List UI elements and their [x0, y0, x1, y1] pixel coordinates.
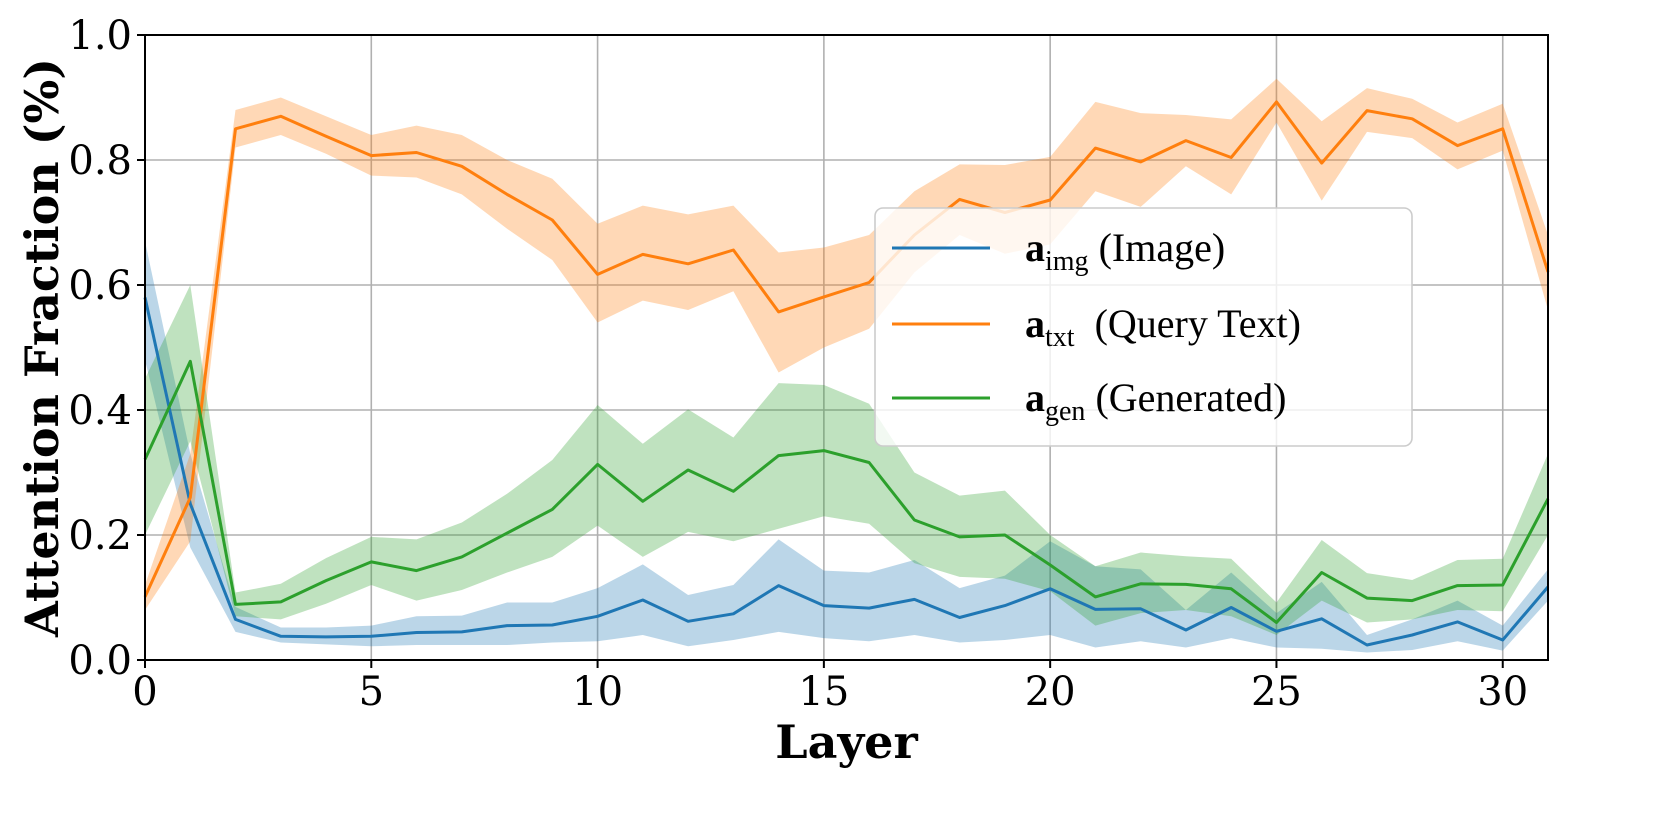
x-tick-label-10: 10: [572, 669, 623, 715]
series-line-img: [143, 297, 1550, 647]
legend-description: (Image): [1089, 225, 1226, 270]
legend-box: [874, 207, 1413, 447]
x-tick-label-0: 0: [132, 669, 157, 715]
legend-symbol: a: [1025, 375, 1045, 420]
legend: aimg (Image)atxt (Query Text)agen (Gener…: [874, 207, 1413, 447]
x-tick-label-20: 20: [1025, 669, 1076, 715]
legend-label-txt: atxt (Query Text): [1025, 301, 1301, 353]
x-axis-label: Layer: [775, 715, 918, 769]
series-lines: [143, 100, 1550, 647]
x-tick-label-15: 15: [798, 669, 849, 715]
band-txt: [145, 78, 1548, 611]
y-tick-label-0.2: 0.2: [68, 513, 132, 559]
y-tick-label-0.8: 0.8: [68, 138, 132, 184]
y-tick-label-0.4: 0.4: [68, 388, 132, 434]
axis-ticks: 0 5 10 15 20 25 30 0.0 0.2 0.4 0.6 0.8 1.0: [68, 13, 1528, 715]
y-tick-label-1.0: 1.0: [68, 13, 132, 59]
confidence-bands: [145, 78, 1548, 653]
legend-description: (Query Text): [1075, 301, 1301, 346]
x-tick-label-25: 25: [1251, 669, 1302, 715]
y-tick-label-0.6: 0.6: [68, 263, 132, 309]
x-tick-label-30: 30: [1477, 669, 1528, 715]
series-line-gen: [143, 359, 1550, 624]
band-gen: [145, 285, 1548, 635]
legend-subscript: gen: [1045, 396, 1085, 427]
series-line-txt: [143, 100, 1550, 598]
y-tick-label-0.0: 0.0: [68, 638, 132, 684]
legend-symbol: a: [1025, 225, 1045, 270]
plot-frame: [144, 34, 1549, 661]
legend-label-gen: agen (Generated): [1025, 375, 1286, 427]
legend-description: (Generated): [1085, 375, 1286, 420]
legend-symbol: a: [1025, 301, 1045, 346]
y-axis-label: Attention Fraction (%): [15, 58, 69, 638]
legend-subscript: txt: [1045, 322, 1075, 353]
legend-subscript: img: [1045, 246, 1089, 277]
x-tick-label-5: 5: [359, 669, 384, 715]
legend-label-img: aimg (Image): [1025, 225, 1225, 277]
